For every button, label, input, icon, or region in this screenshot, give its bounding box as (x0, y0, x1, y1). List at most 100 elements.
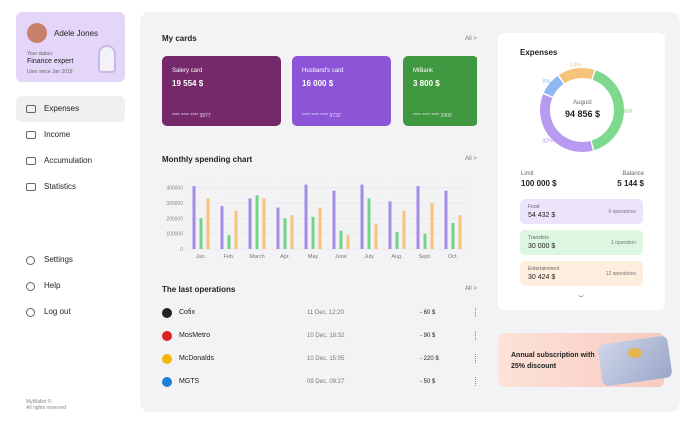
bar (220, 206, 224, 249)
op-icon (162, 377, 172, 387)
donut-segment (543, 75, 564, 98)
card-number: **** **** **** 3977 (172, 113, 211, 119)
op-name: MosMetro (179, 332, 211, 339)
bar (423, 233, 427, 249)
donut-segment (591, 70, 624, 151)
item-name: Transfers (528, 235, 549, 241)
bar (416, 186, 420, 249)
item-name: Food (528, 204, 540, 210)
section-title: Monthly spending chart (162, 155, 253, 164)
y-tick-label: 300000 (166, 201, 183, 207)
bar (304, 184, 308, 249)
donut-segment (558, 68, 595, 84)
donut-label: 32% (542, 138, 553, 144)
op-menu[interactable] (475, 354, 477, 363)
x-tick-label: Apr. (280, 254, 290, 260)
user-name: Adele Jones (54, 29, 99, 38)
promo-coin (628, 348, 642, 358)
rocket (98, 45, 116, 73)
nav-icon (26, 256, 35, 265)
bar (276, 207, 280, 249)
op-icon (162, 308, 172, 318)
op-amount: - 90 $ (420, 333, 436, 339)
status-label: Your status: (27, 51, 54, 57)
x-tick-label: March (249, 254, 264, 260)
bar (346, 235, 350, 249)
spending-chart: 0 100000 200000 300000 400000 Jan. Feb. March Ap… (166, 180, 468, 260)
avatar (27, 23, 47, 43)
nav-item[interactable]: Expenses (44, 104, 80, 113)
op-icon (162, 331, 172, 341)
card[interactable]: Husband's card 16 000 $ **** **** **** 973… (292, 56, 391, 126)
x-tick-label: July (364, 254, 374, 260)
section-title: My cards (162, 34, 197, 43)
op-menu[interactable] (475, 308, 477, 317)
item-amount: 30 424 $ (528, 274, 556, 281)
card-number: **** **** **** 9732 (302, 113, 341, 119)
op-name: MGTS (179, 378, 200, 385)
bar (290, 215, 294, 249)
expense-item[interactable]: Entertainment 30 424 $ 12 operations (520, 261, 643, 286)
donut-chart: 13% 36% 32% 8% (540, 62, 632, 152)
op-menu[interactable] (475, 331, 477, 340)
card-number: **** **** **** 2900 (413, 113, 452, 119)
bar (374, 224, 378, 249)
nav-item[interactable]: Income (44, 130, 71, 139)
expense-item[interactable]: Food 54 432 $ 6 operations (520, 199, 643, 224)
x-tick-label: June (335, 254, 347, 260)
bar (360, 184, 364, 249)
limit: 100 000 $ (521, 179, 557, 188)
card-amount: 16 000 $ (302, 79, 334, 88)
y-tick-label: 400000 (166, 186, 183, 192)
card-name: Salery card (172, 68, 203, 74)
all-link[interactable]: All > (465, 286, 477, 292)
nav-item[interactable]: Log out (44, 307, 71, 316)
op-name: McDonalds (179, 355, 215, 362)
bar (318, 207, 322, 249)
all-link[interactable]: All > (465, 36, 477, 42)
donut-label: 8% (542, 79, 550, 85)
nav-icon (26, 157, 36, 165)
bar (444, 190, 448, 249)
y-tick-label: 100000 (166, 232, 183, 238)
promo-text: Annual subscription with 25% discount (511, 352, 595, 370)
bar (255, 195, 259, 249)
nav-icon (26, 131, 36, 139)
item-ops: 12 operations (605, 271, 636, 277)
x-tick-label: Jan. (196, 254, 207, 260)
nav-item[interactable]: Help (44, 281, 61, 290)
section-title: The last operations (162, 285, 236, 294)
op-date: 11 Dec. 12:20 (307, 310, 344, 316)
item-amount: 54 432 $ (528, 212, 556, 219)
op-amount: - 60 $ (420, 310, 436, 316)
item-name: Entertainment (528, 266, 560, 272)
balance-label: Balance (622, 171, 644, 177)
card-name: MiBank (413, 68, 434, 74)
bar (430, 203, 434, 249)
total: 94 856 $ (564, 109, 601, 119)
expense-item[interactable]: Transfers 30 000 $ 1 operation (520, 230, 643, 255)
nav-item[interactable]: Accumulation (44, 156, 93, 165)
op-name: Cofix (179, 309, 195, 316)
bar (206, 198, 210, 249)
bar (234, 210, 238, 249)
item-ops: 1 operation (610, 240, 636, 246)
nav-icon (26, 308, 35, 317)
nav-item[interactable]: Statistics (44, 182, 77, 191)
op-amount: - 50 $ (420, 379, 436, 385)
card[interactable]: Salery card 19 554 $ **** **** **** 3977 (162, 56, 281, 126)
nav-item[interactable]: Settings (44, 255, 73, 264)
op-menu[interactable] (475, 377, 477, 386)
x-tick-label: Aug. (391, 254, 403, 260)
card-amount: 3 800 $ (413, 79, 440, 88)
op-date: 10 Dec. 18:32 (307, 333, 345, 339)
bar (332, 190, 336, 249)
donut-label: 13% (570, 62, 581, 68)
nav-active (16, 96, 125, 122)
item-amount: 30 000 $ (528, 243, 556, 250)
y-tick-label: 200000 (166, 216, 183, 222)
op-icon (162, 354, 172, 364)
card[interactable]: MiBank 3 800 $ **** **** **** 2900 (403, 56, 478, 126)
all-link[interactable]: All > (465, 156, 477, 162)
x-tick-label: Sept. (419, 254, 432, 260)
